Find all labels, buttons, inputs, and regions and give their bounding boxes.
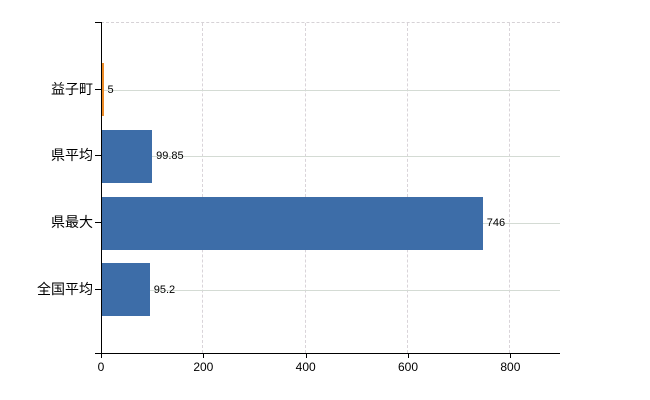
x-axis-tick-label: 600: [398, 360, 419, 374]
gridline-vertical: [407, 23, 409, 353]
y-axis-tick: [95, 88, 101, 90]
category-label: 県平均: [51, 147, 93, 164]
y-axis-tick: [95, 288, 101, 290]
bar: [101, 63, 104, 117]
bar: [101, 129, 153, 183]
gridline-horizontal: [101, 289, 560, 291]
bar-value-label: 99.85: [156, 150, 184, 163]
gridline-horizontal: [101, 89, 560, 91]
x-axis-tick-label: 400: [295, 360, 316, 374]
y-axis-spine: [101, 22, 102, 358]
bar-value-label: 746: [486, 217, 506, 230]
x-axis-tick: [203, 353, 205, 358]
bar: [101, 263, 150, 317]
gridline-vertical: [304, 23, 306, 353]
x-axis-tick-label: 800: [500, 360, 521, 374]
y-axis-tick: [95, 155, 101, 157]
bar-value-label: 95.2: [153, 283, 176, 296]
y-axis-top-cap: [95, 22, 102, 23]
x-axis-tick-label: 200: [193, 360, 214, 374]
bar-value-label: 5: [107, 83, 114, 96]
gridline-vertical: [509, 23, 511, 353]
category-label: 県最大: [51, 214, 93, 231]
gridline-horizontal: [101, 156, 560, 158]
gridline-vertical: [202, 23, 204, 353]
x-axis-tick: [101, 353, 102, 358]
x-axis-tick: [408, 353, 410, 358]
x-axis-line: [95, 353, 560, 354]
x-axis-tick: [510, 353, 512, 358]
x-axis-tick: [305, 353, 307, 358]
plot-area: 5 99.85 746 95.2: [101, 22, 560, 353]
bar: [101, 196, 483, 250]
category-label: 全国平均: [37, 280, 93, 297]
y-axis-tick: [95, 222, 101, 224]
x-axis-tick-label: 0: [97, 360, 105, 374]
category-label: 益子町: [51, 80, 93, 97]
